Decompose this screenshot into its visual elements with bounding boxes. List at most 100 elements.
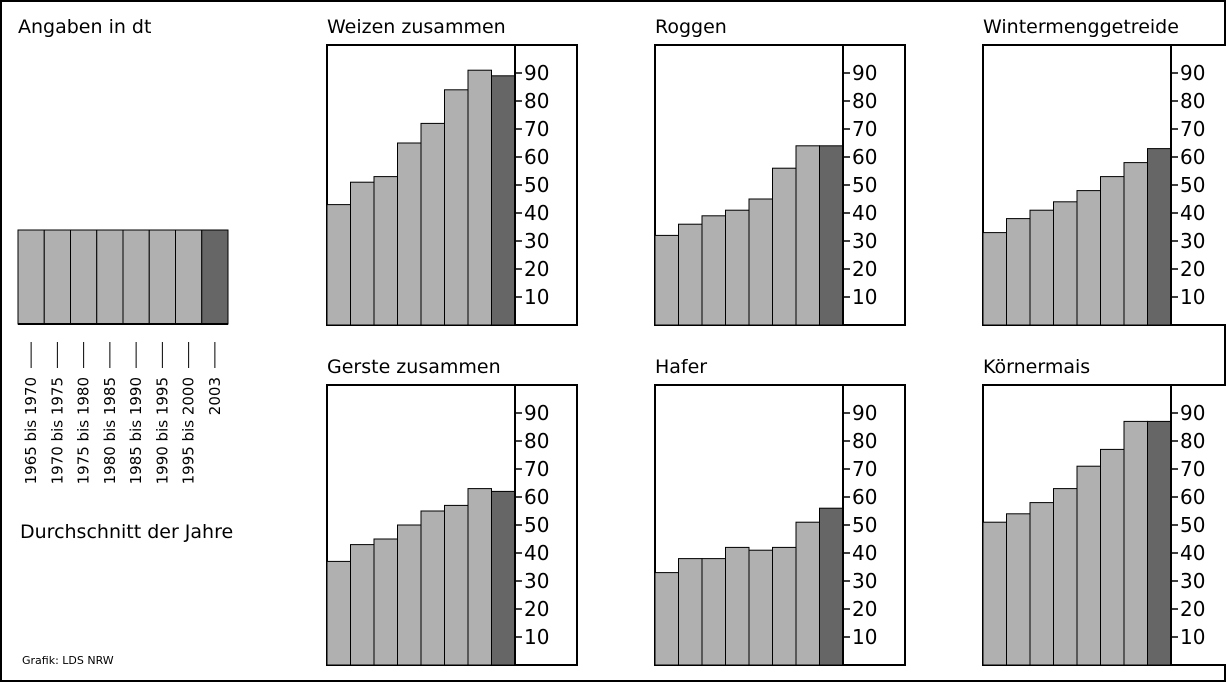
chart-title: Gerste zusammen bbox=[327, 356, 501, 378]
bar bbox=[1147, 148, 1172, 326]
bar bbox=[326, 204, 351, 326]
y-tick-label: 50 bbox=[852, 173, 877, 197]
y-tick-label: 10 bbox=[852, 285, 877, 309]
y-tick-label: 40 bbox=[1180, 201, 1205, 225]
bar bbox=[701, 558, 726, 666]
credit-text: Grafik: LDS NRW bbox=[22, 654, 114, 667]
y-tick-label: 20 bbox=[1180, 597, 1205, 621]
bar bbox=[1053, 488, 1078, 666]
chart-title: Weizen zusammen bbox=[327, 16, 506, 38]
y-tick-label: 10 bbox=[1180, 625, 1205, 649]
bar bbox=[1076, 465, 1101, 666]
y-tick-label: 10 bbox=[1180, 285, 1205, 309]
y-tick-label: 70 bbox=[852, 457, 877, 481]
bar bbox=[350, 544, 375, 666]
y-tick-label: 70 bbox=[524, 457, 549, 481]
y-tick-label: 20 bbox=[524, 257, 549, 281]
bar bbox=[397, 142, 422, 326]
y-tick-label: 10 bbox=[524, 625, 549, 649]
bar bbox=[1076, 190, 1101, 326]
y-tick-label: 80 bbox=[852, 89, 877, 113]
legend-swatch bbox=[175, 229, 203, 325]
legend-period-labels: 1965 bis 1970 1970 bis 1975 1975 bis 1980 1… bbox=[22, 377, 224, 484]
bar bbox=[373, 538, 398, 666]
y-tick-label: 40 bbox=[524, 541, 549, 565]
chart-weizen: Weizen zusammen 10 20 30 40 50 60 70 80 90 bbox=[326, 16, 578, 326]
y-tick-label: 30 bbox=[852, 229, 877, 253]
bar bbox=[1123, 162, 1148, 326]
legend-swatch bbox=[43, 229, 71, 325]
bar bbox=[1053, 201, 1078, 326]
y-tick-label: 90 bbox=[852, 61, 877, 85]
bar bbox=[1100, 176, 1125, 326]
y-tick-label: 50 bbox=[524, 513, 549, 537]
bar bbox=[819, 145, 844, 326]
bar bbox=[491, 75, 516, 326]
y-tick-label: 30 bbox=[524, 569, 549, 593]
bar bbox=[1147, 420, 1172, 666]
y-tick-label: 50 bbox=[852, 513, 877, 537]
chart-hafer: Hafer 10 20 30 40 50 60 70 80 90 bbox=[654, 356, 906, 666]
y-tick-label: 20 bbox=[1180, 257, 1205, 281]
bar bbox=[467, 69, 492, 326]
bar bbox=[420, 510, 445, 666]
bar bbox=[491, 490, 516, 666]
chart-title: Roggen bbox=[655, 16, 727, 38]
legend-period-label: 2003 bbox=[206, 377, 224, 415]
bar bbox=[654, 234, 679, 326]
y-tick-label: 50 bbox=[1180, 173, 1205, 197]
y-tick-label: 60 bbox=[852, 485, 877, 509]
unit-label: Angaben in dt bbox=[18, 16, 151, 38]
bar bbox=[1006, 218, 1031, 326]
y-tick-label: 90 bbox=[1180, 61, 1205, 85]
chart-roggen: Roggen 10 20 30 40 50 60 70 80 90 bbox=[654, 16, 906, 326]
bar bbox=[701, 215, 726, 326]
y-tick-label: 80 bbox=[1180, 429, 1205, 453]
bar bbox=[725, 546, 750, 666]
y-tick-label: 30 bbox=[852, 569, 877, 593]
bar bbox=[819, 507, 844, 666]
legend-period-label: 1990 bis 1995 bbox=[153, 377, 171, 484]
y-tick-label: 40 bbox=[852, 541, 877, 565]
bar bbox=[678, 558, 703, 666]
bar bbox=[982, 232, 1007, 326]
legend-period-label: 1995 bis 2000 bbox=[180, 377, 198, 484]
bar bbox=[654, 572, 679, 666]
legend-period-label: 1970 bis 1975 bbox=[48, 377, 66, 484]
y-tick-label: 70 bbox=[1180, 117, 1205, 141]
bar bbox=[795, 521, 820, 666]
y-tick-label: 80 bbox=[524, 429, 549, 453]
y-tick-label: 40 bbox=[852, 201, 877, 225]
bar bbox=[420, 122, 445, 326]
y-tick-label: 80 bbox=[852, 429, 877, 453]
legend-period-label: 1965 bis 1970 bbox=[22, 377, 40, 484]
chart-title: Wintermenggetreide bbox=[983, 16, 1179, 38]
y-tick-label: 20 bbox=[524, 597, 549, 621]
legend-swatch bbox=[122, 229, 150, 325]
bar bbox=[444, 89, 469, 326]
legend-caption: Durchschnitt der Jahre bbox=[20, 521, 233, 543]
legend-swatch bbox=[70, 229, 98, 325]
chart-title: Körnermais bbox=[983, 356, 1090, 378]
y-tick-label: 60 bbox=[524, 485, 549, 509]
bar bbox=[772, 546, 797, 666]
y-tick-label: 30 bbox=[1180, 569, 1205, 593]
y-tick-label: 80 bbox=[524, 89, 549, 113]
y-tick-label: 20 bbox=[852, 597, 877, 621]
y-tick-label: 90 bbox=[524, 401, 549, 425]
legend-bars bbox=[17, 229, 229, 325]
chart-wintermenggetreide: Wintermenggetreide 10 20 30 40 50 60 70 80 90 bbox=[982, 16, 1226, 326]
y-tick-label: 50 bbox=[1180, 513, 1205, 537]
legend-swatch bbox=[201, 229, 229, 325]
y-tick-label: 10 bbox=[852, 625, 877, 649]
bar bbox=[326, 560, 351, 666]
legend-period-label: 1980 bis 1985 bbox=[101, 377, 119, 484]
y-tick-label: 40 bbox=[524, 201, 549, 225]
chart-koernermais: Körnermais 10 20 30 40 50 60 70 80 90 bbox=[982, 356, 1226, 666]
chart-title: Hafer bbox=[655, 356, 707, 378]
bar bbox=[1100, 448, 1125, 666]
bar bbox=[467, 488, 492, 666]
legend-swatch bbox=[17, 229, 45, 325]
bar bbox=[350, 181, 375, 326]
